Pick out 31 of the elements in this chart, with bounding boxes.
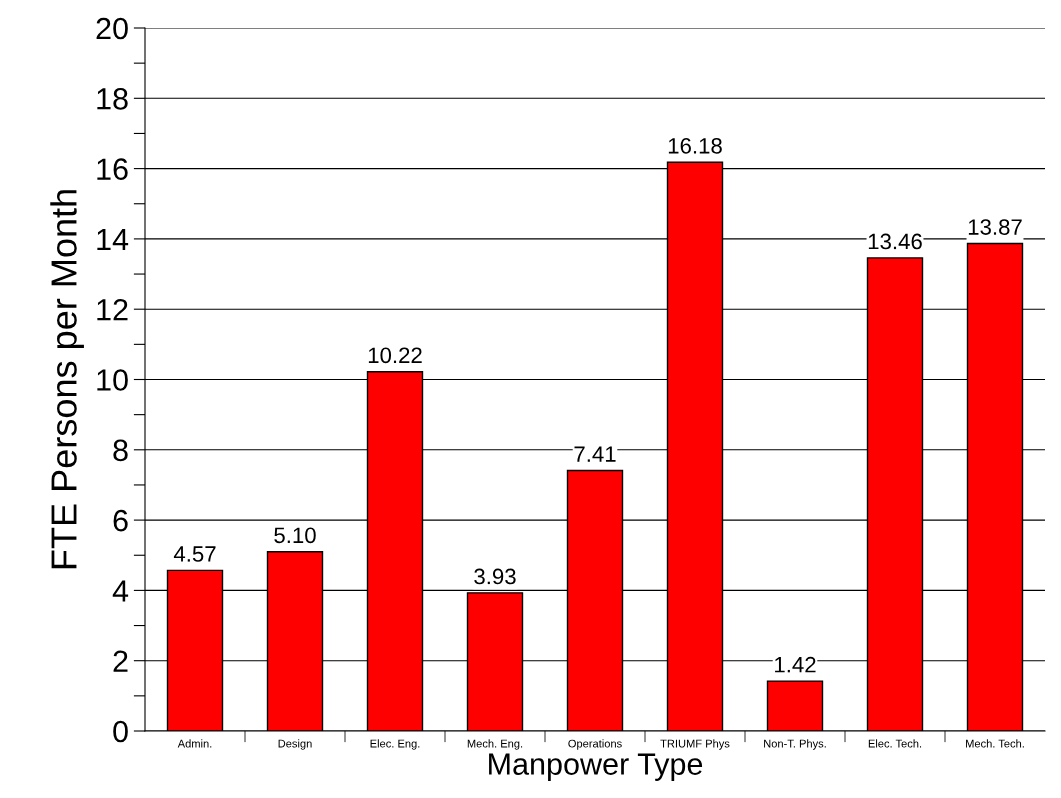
y-tick-label: 4 xyxy=(112,580,129,602)
y-tick-label: 10 xyxy=(97,369,128,391)
data-label: 13.46 xyxy=(868,233,922,250)
y-tick-label: 14 xyxy=(97,228,129,250)
y-tick-label: 8 xyxy=(113,439,128,462)
y-axis-title: FTE Persons per Month xyxy=(50,190,84,569)
data-label: 3.93 xyxy=(474,568,516,585)
y-tick-label: 20 xyxy=(96,17,128,40)
x-tick-label: Operations xyxy=(568,739,622,750)
y-tick-label: 6 xyxy=(113,509,128,532)
y-tick-label: 2 xyxy=(113,650,128,672)
x-tick-label: Mech. Tech. xyxy=(966,739,1024,748)
data-label: 4.57 xyxy=(173,546,216,562)
data-label: 7.41 xyxy=(574,446,616,462)
data-label: 1.42 xyxy=(775,656,816,673)
x-tick-label: Elec. Eng. xyxy=(370,739,420,750)
x-tick-label: Non-T. Phys. xyxy=(764,739,826,750)
x-tick-label: Design xyxy=(278,739,312,750)
data-label: 10.22 xyxy=(368,347,422,364)
data-label: 5.10 xyxy=(274,527,316,544)
x-tick-label: Elec. Tech. xyxy=(868,739,922,748)
x-tick-label: Mech. Eng. xyxy=(467,739,523,750)
y-tick-label: 0 xyxy=(113,720,128,743)
x-axis-title: Manpower Type xyxy=(489,753,703,781)
x-tick-label: TRIUMF Phys xyxy=(660,739,730,750)
data-label: 13.87 xyxy=(968,219,1022,235)
data-label: 16.18 xyxy=(668,137,722,154)
x-tick-label: Admin. xyxy=(177,739,212,748)
y-tick-label: 12 xyxy=(97,298,128,321)
y-tick-label: 18 xyxy=(97,88,128,110)
y-tick-label: 16 xyxy=(97,158,128,180)
